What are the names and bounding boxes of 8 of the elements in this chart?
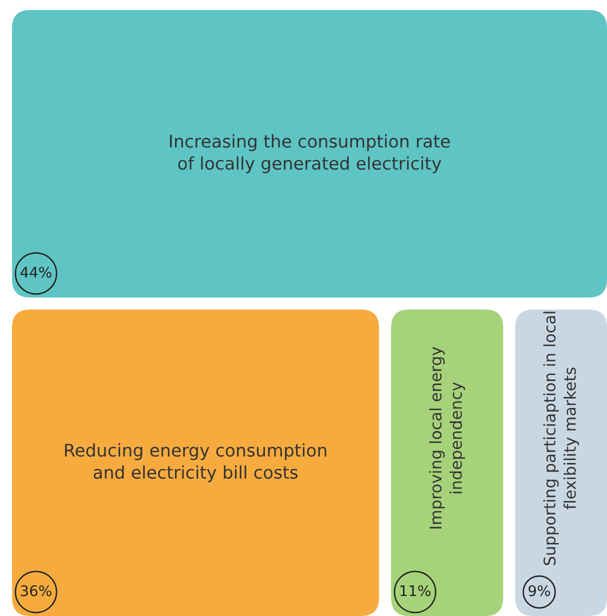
category-label: Improving local energy independency: [429, 346, 466, 528]
category-label: Supporting particiaption in local flexibility markets: [543, 312, 579, 566]
data-label: 44%: [20, 266, 52, 278]
data-label: 11%: [400, 585, 430, 596]
category-label: Increasing the consumption rate of locally generated electricity: [170, 134, 450, 174]
data-label: 9%: [528, 585, 550, 596]
data-label: 36%: [20, 585, 52, 596]
category-label: Reducing energy consumption and electricity bill costs: [65, 443, 326, 482]
